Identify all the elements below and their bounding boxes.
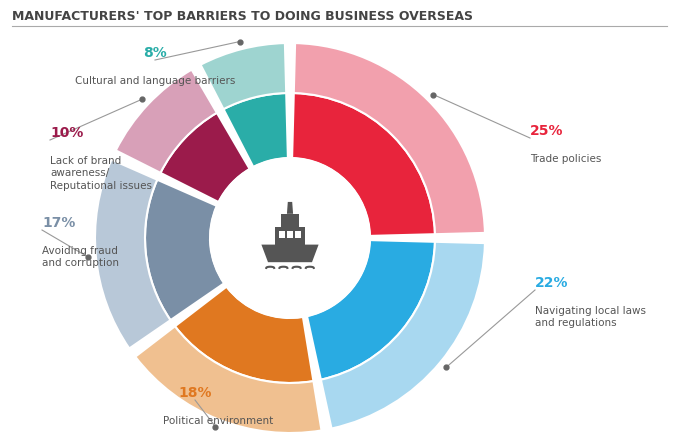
Wedge shape (200, 43, 287, 109)
Text: 25%: 25% (530, 124, 564, 138)
Wedge shape (307, 240, 435, 379)
Bar (279, 231, 285, 238)
Text: Avoiding fraud
and corruption: Avoiding fraud and corruption (42, 246, 119, 268)
Polygon shape (281, 214, 299, 227)
Polygon shape (287, 202, 293, 214)
Bar (295, 231, 301, 238)
Text: MANUFACTURERS' TOP BARRIERS TO DOING BUSINESS OVERSEAS: MANUFACTURERS' TOP BARRIERS TO DOING BUS… (12, 10, 473, 23)
Text: 18%: 18% (179, 386, 212, 400)
Polygon shape (261, 245, 318, 262)
Wedge shape (292, 93, 435, 236)
Wedge shape (135, 326, 322, 433)
Circle shape (210, 158, 370, 318)
Wedge shape (160, 113, 250, 202)
Text: 17%: 17% (42, 216, 75, 230)
Text: 8%: 8% (143, 46, 167, 60)
Wedge shape (95, 159, 170, 349)
Text: Navigating local laws
and regulations: Navigating local laws and regulations (535, 306, 646, 328)
Text: Political environment: Political environment (163, 416, 273, 426)
Wedge shape (116, 69, 217, 173)
Wedge shape (294, 43, 485, 234)
Bar (287, 231, 293, 238)
Wedge shape (321, 242, 485, 429)
Wedge shape (145, 180, 224, 320)
Text: Lack of brand
awareness/
Reputational issues: Lack of brand awareness/ Reputational is… (50, 156, 152, 191)
Text: Cultural and language barriers: Cultural and language barriers (75, 76, 235, 86)
Text: Trade policies: Trade policies (530, 154, 602, 164)
Text: 22%: 22% (535, 276, 568, 290)
Polygon shape (274, 227, 306, 245)
Wedge shape (223, 93, 288, 167)
Wedge shape (175, 287, 314, 383)
Text: 10%: 10% (50, 126, 84, 140)
